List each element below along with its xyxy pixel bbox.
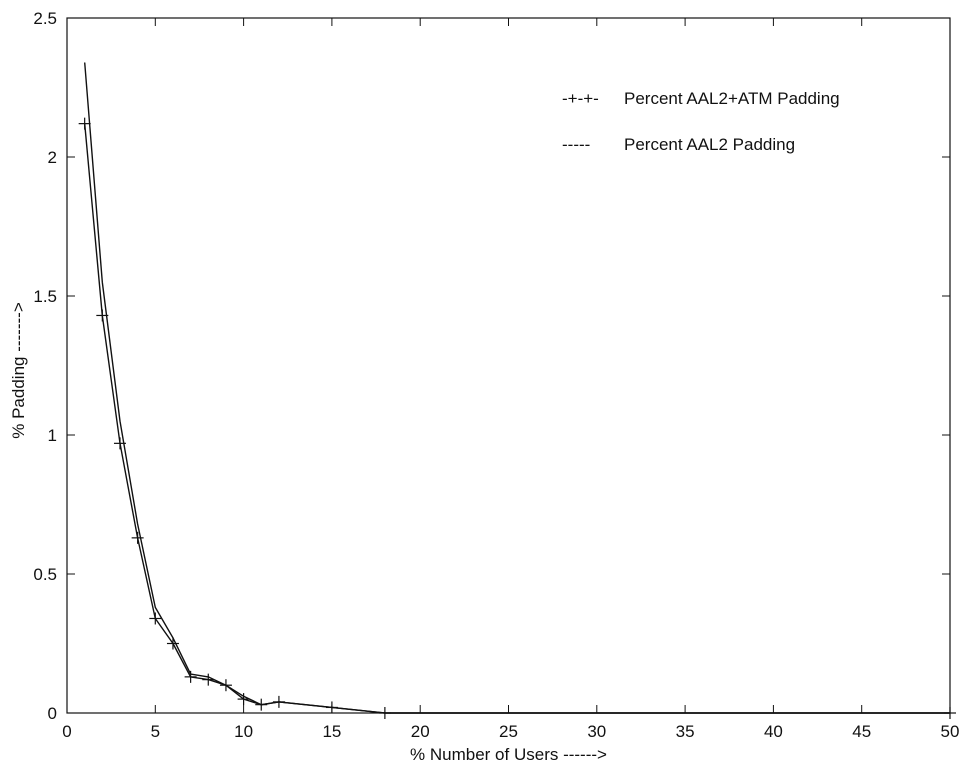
x-tick-label: 15: [322, 722, 341, 741]
data-point-marker: [237, 693, 250, 706]
y-tick-label: 2: [48, 148, 57, 167]
series-line-2: [84, 62, 950, 714]
x-tick-label: 40: [764, 722, 783, 741]
x-tick-label: 0: [62, 722, 71, 741]
x-tick-label: 45: [852, 722, 871, 741]
data-point-marker: [131, 531, 144, 544]
x-tick-label: 25: [499, 722, 518, 741]
legend-sample-plus: -+-+-: [562, 89, 599, 108]
x-axis-title: % Number of Users ------>: [410, 745, 607, 764]
x-tick-label: 35: [676, 722, 695, 741]
y-tick-label: 1: [48, 426, 57, 445]
x-tick-label: 20: [411, 722, 430, 741]
y-tick-label: 2.5: [33, 9, 57, 28]
legend-label-aal2-atm: Percent AAL2+ATM Padding: [624, 89, 840, 108]
legend-label-aal2: Percent AAL2 Padding: [624, 135, 795, 154]
y-tick-label: 0: [48, 704, 57, 723]
data-point-marker: [166, 637, 179, 650]
plot-area: [66, 17, 951, 714]
x-tick-label: 50: [941, 722, 960, 741]
legend-sample-dash: -----: [562, 135, 590, 154]
data-point-marker: [149, 612, 162, 625]
y-tick-label: 0.5: [33, 565, 57, 584]
axis-ticks: 0 5 10 15 20 25 30 35 40 45 50 0 0.5 1 1.5 2 2.5: [33, 9, 959, 741]
data-point-marker: [202, 673, 215, 686]
series-lines: [78, 62, 956, 719]
x-tick-label: 5: [151, 722, 160, 741]
legend: -+-+- Percent AAL2+ATM Padding ----- Per…: [562, 89, 840, 154]
y-axis-title: % Padding ------->: [9, 302, 28, 439]
x-tick-label: 10: [234, 722, 253, 741]
y-tick-label: 1.5: [33, 287, 57, 306]
x-tick-label: 30: [587, 722, 606, 741]
data-point-marker: [78, 117, 91, 130]
